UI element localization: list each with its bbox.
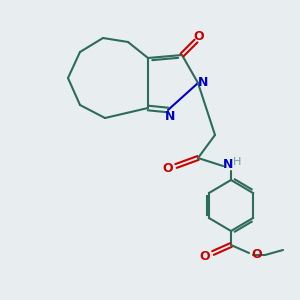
Text: O: O bbox=[194, 29, 204, 43]
Text: O: O bbox=[200, 250, 210, 262]
Text: O: O bbox=[252, 248, 262, 260]
Text: N: N bbox=[165, 110, 175, 124]
Text: H: H bbox=[233, 157, 241, 167]
Text: N: N bbox=[223, 158, 233, 172]
Text: O: O bbox=[163, 163, 173, 176]
Text: N: N bbox=[198, 76, 208, 89]
